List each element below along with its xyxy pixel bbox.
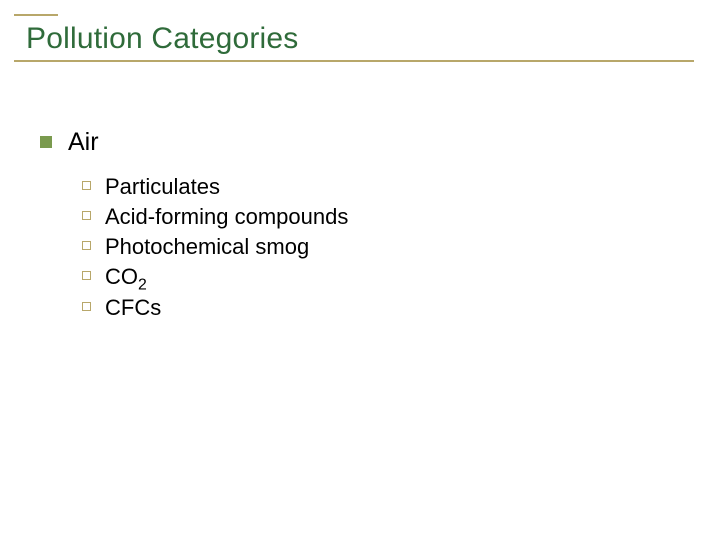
title-rule-bottom [14,60,694,62]
hollow-square-bullet-icon [82,181,91,190]
content-area: Air Particulates Acid-forming compounds … [40,128,348,324]
level1-heading: Air [68,128,99,157]
hollow-square-bullet-icon [82,271,91,280]
list-item-text: CFCs [105,294,161,322]
slide: Pollution Categories Air Particulates Ac… [0,0,720,540]
title-rule-top [14,14,58,16]
list-item: Acid-forming compounds [82,203,348,231]
list-item: Particulates [82,173,348,201]
hollow-square-bullet-icon [82,302,91,311]
list-item-text: CO2 [105,263,147,291]
list-item-text: Photochemical smog [105,233,309,261]
list-item: CO2 [82,263,348,291]
list-item-text: Particulates [105,173,220,201]
hollow-square-bullet-icon [82,241,91,250]
list-item: Photochemical smog [82,233,348,261]
square-bullet-icon [40,136,52,148]
list-item: CFCs [82,294,348,322]
bullet-level1: Air [40,128,348,157]
slide-title: Pollution Categories [24,18,696,56]
sublist: Particulates Acid-forming compounds Phot… [82,173,348,322]
list-item-text: Acid-forming compounds [105,203,348,231]
hollow-square-bullet-icon [82,211,91,220]
